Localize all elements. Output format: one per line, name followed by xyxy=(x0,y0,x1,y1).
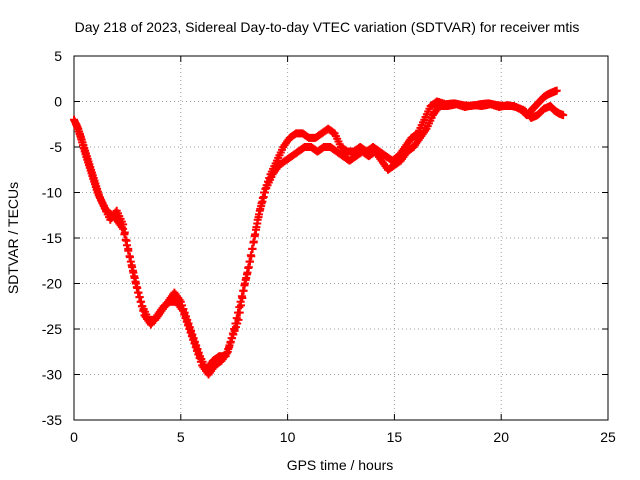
chart-title: Day 218 of 2023, Sidereal Day-to-day VTE… xyxy=(75,19,580,35)
y-tick-label: -35 xyxy=(42,412,62,428)
x-tick-label: 5 xyxy=(177,429,185,445)
data-point xyxy=(119,220,128,229)
data-point xyxy=(136,297,145,306)
data-point xyxy=(241,275,250,284)
data-point xyxy=(234,308,243,317)
data-point xyxy=(130,272,139,281)
x-tick-label: 25 xyxy=(600,429,616,445)
grid-lines xyxy=(74,56,608,420)
data-point xyxy=(135,293,144,302)
y-tick-label: -10 xyxy=(42,185,62,201)
y-tick-label: 5 xyxy=(54,48,62,64)
data-point xyxy=(258,197,267,206)
data-point xyxy=(246,251,255,260)
data-point xyxy=(552,86,561,95)
y-tick-label: -25 xyxy=(42,321,62,337)
data-point xyxy=(235,303,244,312)
data-point xyxy=(250,232,259,241)
data-point xyxy=(132,283,141,292)
data-point xyxy=(120,228,129,237)
data-point xyxy=(231,319,240,328)
data-point xyxy=(124,244,133,253)
data-point xyxy=(249,238,258,247)
y-axis-label: SDTVAR / TECUs xyxy=(5,182,21,294)
x-tick-label: 20 xyxy=(493,429,509,445)
data-point xyxy=(227,334,236,343)
data-point xyxy=(559,111,568,120)
data-point xyxy=(128,266,137,275)
data-point xyxy=(225,343,234,352)
x-tick-labels: 0 5 10 15 20 25 xyxy=(70,429,616,445)
data-point xyxy=(243,270,252,279)
data-point xyxy=(226,338,235,347)
data-point xyxy=(239,286,248,295)
x-tick-label: 15 xyxy=(387,429,403,445)
data-point xyxy=(122,236,131,245)
data-point xyxy=(139,306,148,315)
data-point xyxy=(223,347,232,356)
data-point xyxy=(232,314,241,323)
data-point xyxy=(245,257,254,266)
y-tick-label: -30 xyxy=(42,367,62,383)
y-tick-label: -5 xyxy=(50,139,63,155)
x-tick-label: 0 xyxy=(70,429,78,445)
data-points xyxy=(70,86,568,379)
data-point xyxy=(255,206,264,215)
data-point xyxy=(236,297,245,306)
data-point xyxy=(254,213,263,222)
data-point xyxy=(131,277,140,286)
y-tick-label: -20 xyxy=(42,276,62,292)
data-point xyxy=(134,288,143,297)
data-point xyxy=(125,253,134,262)
data-point xyxy=(230,325,239,333)
data-point xyxy=(248,244,257,253)
y-tick-labels: -35 -30 -25 -20 -15 -10 -5 0 5 xyxy=(42,48,62,428)
x-axis-label: GPS time / hours xyxy=(287,457,394,473)
data-point xyxy=(240,281,249,290)
data-point xyxy=(137,302,146,311)
data-point xyxy=(237,292,246,301)
data-point xyxy=(253,219,262,228)
data-point xyxy=(228,329,237,338)
data-point xyxy=(251,225,260,234)
y-tick-label: -15 xyxy=(42,230,62,246)
data-point xyxy=(127,261,136,270)
data-point xyxy=(257,202,266,211)
axis-ticks xyxy=(73,55,609,421)
x-tick-label: 10 xyxy=(280,429,296,445)
data-point xyxy=(244,264,253,273)
data-point xyxy=(259,193,268,202)
y-tick-label: 0 xyxy=(54,94,62,110)
data-point xyxy=(260,188,269,197)
